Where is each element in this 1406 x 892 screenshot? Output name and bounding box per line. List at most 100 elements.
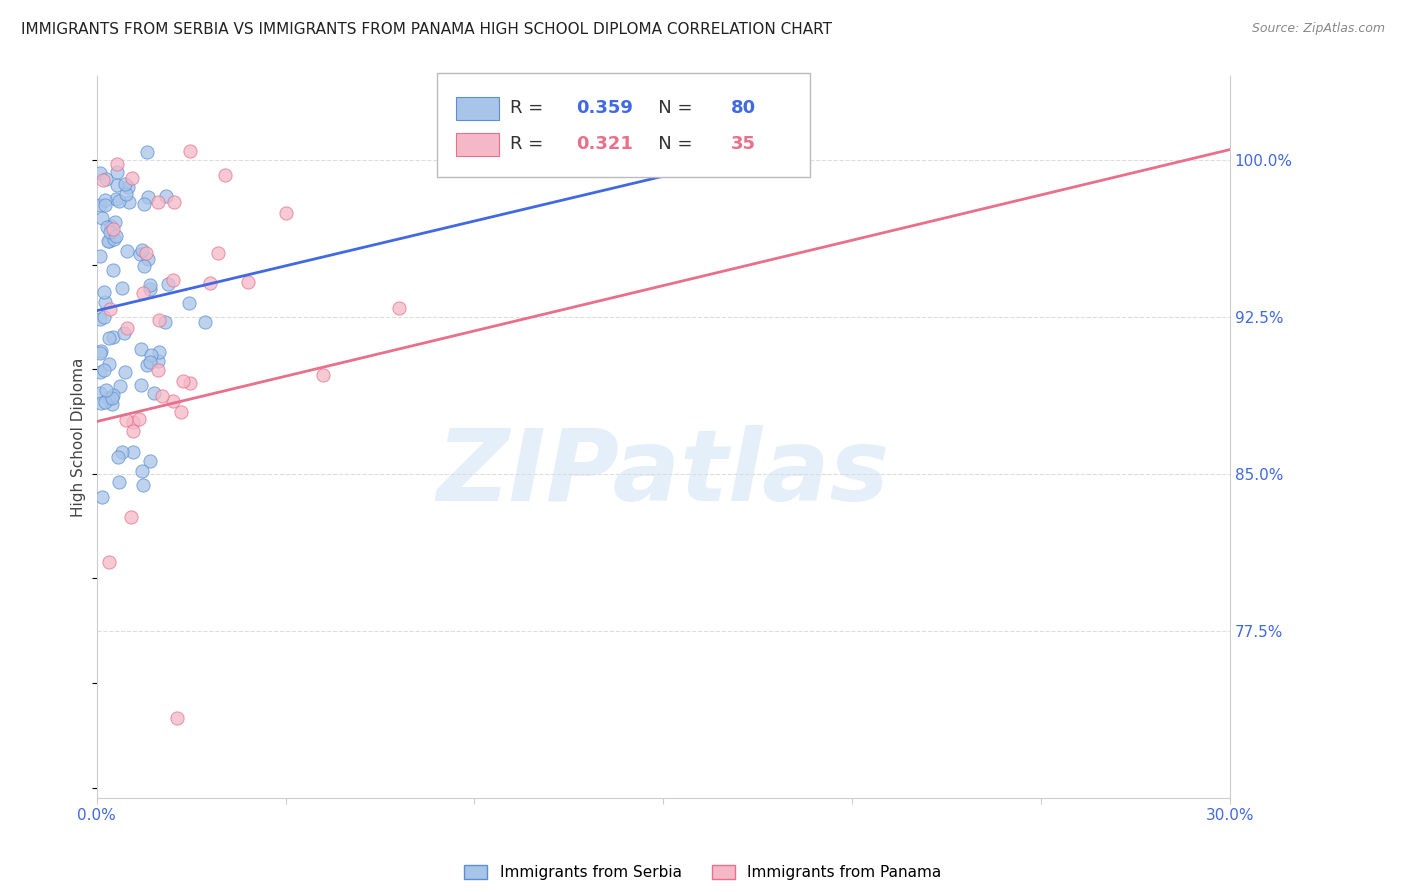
Text: ZIPatlas: ZIPatlas — [437, 425, 890, 522]
Point — [122, 445, 145, 459]
Y-axis label: High School Diploma: High School Diploma — [72, 358, 86, 517]
Point — [105, 157, 128, 171]
Point — [103, 231, 125, 245]
Point — [146, 354, 169, 368]
Point — [93, 363, 115, 377]
Point — [148, 344, 170, 359]
Point — [115, 186, 138, 201]
Point — [89, 345, 111, 359]
Text: 0.359: 0.359 — [576, 99, 633, 117]
Point — [96, 219, 118, 234]
Point — [94, 394, 117, 409]
Text: R =: R = — [510, 136, 550, 153]
Point — [727, 132, 749, 146]
Point — [115, 321, 138, 335]
Point — [132, 259, 155, 273]
Point — [98, 331, 121, 345]
Point — [89, 312, 111, 326]
Point — [129, 342, 152, 356]
Point — [97, 391, 120, 405]
Point — [108, 475, 131, 490]
Point — [111, 445, 134, 459]
Point — [122, 424, 145, 438]
Point — [207, 246, 229, 260]
Point — [90, 343, 112, 358]
Point — [135, 245, 157, 260]
Text: N =: N = — [641, 136, 697, 153]
Point — [179, 145, 201, 159]
Text: 35: 35 — [731, 136, 756, 153]
Point — [138, 282, 160, 296]
Point — [100, 392, 122, 406]
Point — [101, 221, 124, 235]
Point — [98, 391, 121, 405]
Point — [101, 397, 124, 411]
Point — [155, 189, 177, 203]
Point — [129, 247, 152, 261]
Point — [89, 166, 111, 180]
Text: R =: R = — [510, 99, 550, 117]
Point — [146, 194, 169, 209]
Point — [135, 145, 157, 160]
Point — [150, 389, 173, 403]
Point — [120, 509, 142, 524]
Point — [538, 132, 561, 146]
Point — [98, 225, 121, 239]
Text: 0.321: 0.321 — [576, 136, 633, 153]
Text: 80: 80 — [731, 99, 756, 117]
Point — [129, 377, 152, 392]
Point — [179, 376, 201, 390]
Point — [89, 365, 111, 379]
Point — [157, 277, 180, 292]
Point — [100, 219, 122, 234]
Point — [166, 711, 188, 725]
Point — [93, 310, 115, 325]
Point — [93, 285, 115, 299]
Point — [148, 313, 170, 327]
Point — [388, 301, 411, 315]
Point — [172, 374, 194, 388]
Point — [312, 368, 335, 382]
Point — [98, 555, 121, 569]
Point — [128, 412, 150, 426]
Point — [162, 272, 184, 286]
Point — [139, 454, 162, 468]
Point — [117, 179, 139, 194]
Point — [194, 315, 217, 329]
Point — [747, 143, 769, 157]
Point — [139, 355, 162, 369]
Point — [105, 165, 128, 179]
Point — [98, 235, 121, 249]
Point — [146, 363, 169, 377]
Point — [170, 405, 193, 419]
Point — [118, 194, 141, 209]
Text: IMMIGRANTS FROM SERBIA VS IMMIGRANTS FROM PANAMA HIGH SCHOOL DIPLOMA CORRELATION: IMMIGRANTS FROM SERBIA VS IMMIGRANTS FRO… — [21, 22, 832, 37]
Point — [163, 195, 186, 210]
Point — [131, 285, 153, 300]
Point — [214, 168, 236, 182]
Point — [112, 326, 135, 341]
Point — [114, 177, 136, 191]
Point — [198, 276, 221, 290]
Point — [179, 296, 201, 310]
Point — [143, 386, 166, 401]
Point — [104, 215, 127, 229]
Legend: Immigrants from Serbia, Immigrants from Panama: Immigrants from Serbia, Immigrants from … — [464, 865, 942, 880]
Point — [98, 301, 121, 316]
Point — [90, 396, 112, 410]
Point — [94, 193, 117, 207]
FancyBboxPatch shape — [456, 96, 499, 120]
Point — [274, 205, 297, 219]
Point — [236, 275, 259, 289]
Point — [132, 477, 155, 491]
Point — [110, 281, 132, 295]
Point — [139, 278, 162, 293]
Point — [105, 229, 128, 244]
Text: Source: ZipAtlas.com: Source: ZipAtlas.com — [1251, 22, 1385, 36]
Point — [94, 172, 117, 186]
FancyBboxPatch shape — [437, 73, 810, 178]
Point — [97, 235, 120, 249]
Point — [89, 198, 111, 212]
Point — [94, 383, 117, 397]
Point — [131, 464, 153, 478]
